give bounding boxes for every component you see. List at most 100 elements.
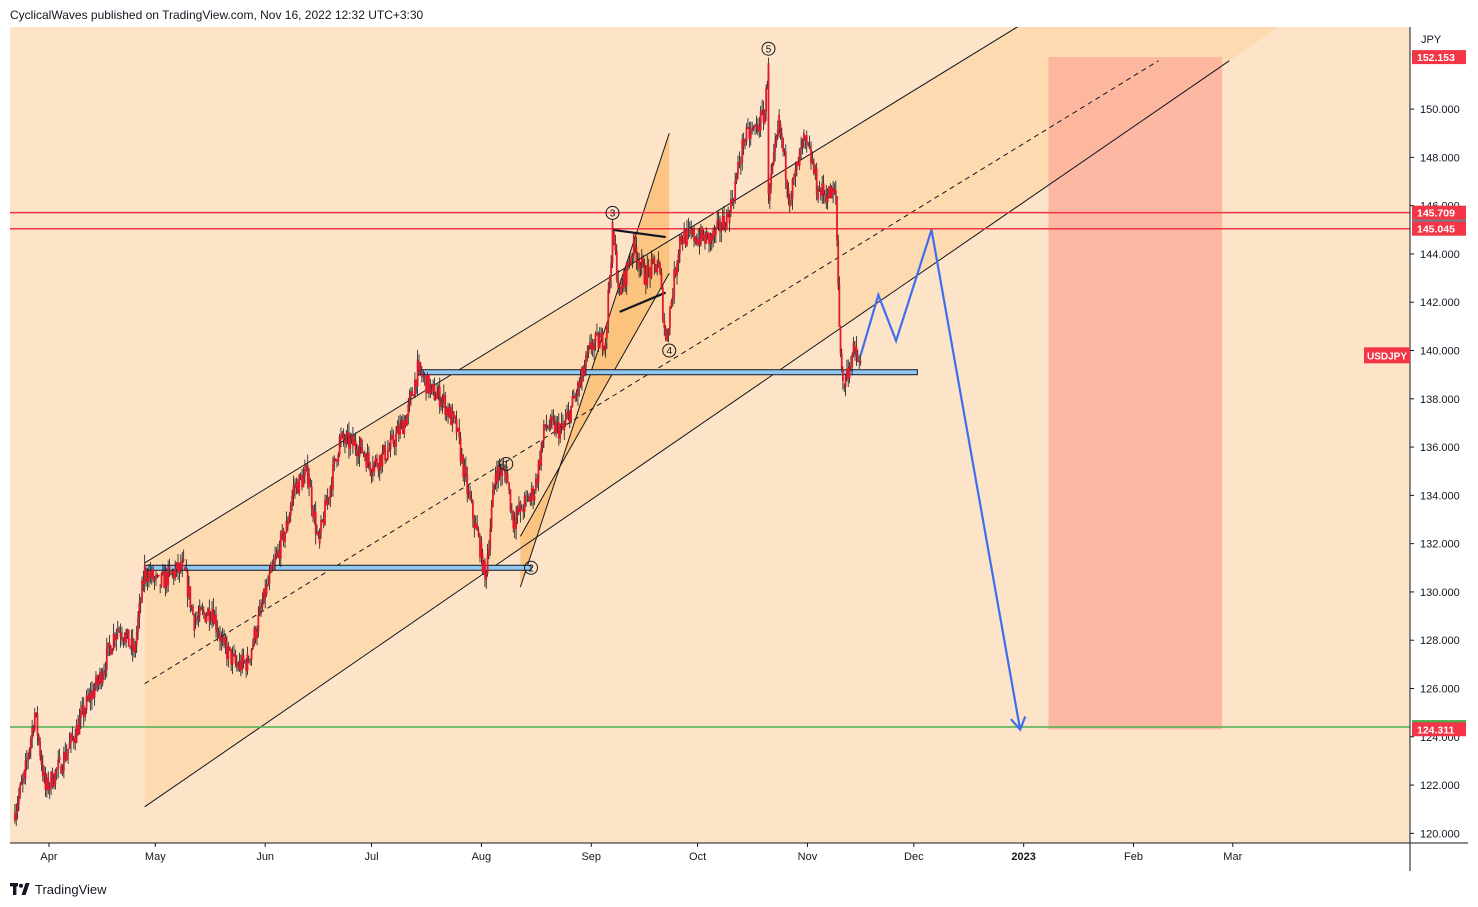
candle-body [438, 387, 441, 408]
candle-body [27, 756, 30, 760]
candle-body [44, 772, 47, 790]
candle-body [326, 497, 329, 506]
candle-body [329, 486, 332, 499]
candle-body [152, 569, 155, 581]
candle-body [533, 495, 536, 501]
candle-body [200, 607, 203, 610]
candle-body [805, 135, 808, 143]
candle-body [798, 149, 801, 166]
candle-body [577, 382, 579, 396]
candle-body [145, 570, 148, 579]
candle-body [706, 232, 709, 234]
candle-body [518, 507, 520, 512]
candle-body [787, 188, 790, 200]
candle-body [112, 634, 115, 649]
candle-body [497, 465, 500, 483]
candle-body [450, 407, 452, 425]
candle-body [148, 571, 150, 582]
candle-body [253, 628, 256, 644]
candle-body [384, 445, 387, 461]
candle-body [749, 130, 752, 139]
candle-body [851, 354, 854, 367]
wave-1-circle [499, 456, 514, 471]
candle-body [830, 187, 833, 199]
candle-body [353, 440, 356, 446]
triangle-line-1 [612, 228, 666, 239]
candle-body [854, 346, 856, 351]
footer-brand-label: TradingView [35, 881, 107, 897]
candle-body [412, 395, 415, 397]
candle-body [96, 676, 99, 685]
candle-body [767, 63, 770, 194]
candle-body [295, 481, 298, 488]
candle-body [373, 462, 376, 472]
candle-body [62, 751, 65, 771]
candle-body [125, 634, 127, 643]
candle-body [691, 229, 694, 234]
candle-body [771, 163, 774, 174]
candle-body [309, 486, 312, 488]
candle-body [559, 427, 562, 439]
candle-body [430, 383, 433, 386]
candle-body [189, 586, 192, 608]
candle-body [838, 284, 841, 328]
candle-body [845, 368, 848, 377]
candle-body [481, 553, 484, 573]
candle-body [765, 88, 768, 112]
flag-right-line [519, 273, 670, 537]
candle-body [844, 376, 847, 388]
candle-body [82, 705, 85, 717]
candle-body [701, 227, 704, 239]
candle-body [659, 263, 661, 273]
candle-body [197, 615, 200, 619]
candle-body [349, 438, 352, 449]
candle-body [376, 458, 378, 466]
candle-body [261, 603, 264, 608]
candle-body [656, 267, 659, 273]
candle-body [68, 742, 71, 749]
candle-body [354, 440, 357, 450]
candle-body [847, 368, 850, 379]
candle-body [621, 286, 624, 289]
candle-body [134, 645, 137, 653]
candle-body [414, 379, 416, 397]
candle-body [625, 262, 628, 286]
candle-body [224, 636, 227, 645]
candle-body [245, 661, 248, 671]
candle-body [579, 378, 582, 387]
candle-body [563, 424, 566, 431]
candle-body [388, 449, 391, 451]
candle-body [560, 423, 563, 428]
y-tick-label: 136.000 [1420, 442, 1460, 454]
candle-body [574, 395, 577, 399]
candle-body [709, 234, 712, 244]
candle-body [652, 258, 654, 260]
candle-body [822, 183, 825, 194]
candle-body [477, 530, 480, 536]
candle-body [519, 502, 522, 512]
candle-body [313, 511, 316, 518]
candle-body [547, 426, 549, 429]
candle-body [610, 263, 613, 278]
candle-body [575, 395, 578, 397]
candle-body [532, 487, 535, 501]
candle-body [601, 332, 604, 350]
x-tick-label: May [145, 851, 166, 863]
candle-body [815, 168, 818, 194]
candle-body [381, 452, 384, 467]
candle-body [858, 361, 861, 363]
candle-body [380, 455, 382, 467]
candle-body [411, 391, 414, 396]
x-tick-label: Feb [1124, 851, 1143, 863]
candle-body [288, 515, 291, 524]
candle-body [165, 571, 168, 586]
candle-body [447, 407, 449, 417]
candle-body [184, 567, 186, 570]
wave-4-circle [662, 343, 677, 358]
candle-body [36, 713, 39, 736]
candle-body [141, 580, 143, 603]
candle-body [400, 420, 403, 424]
candle-body [361, 447, 364, 453]
